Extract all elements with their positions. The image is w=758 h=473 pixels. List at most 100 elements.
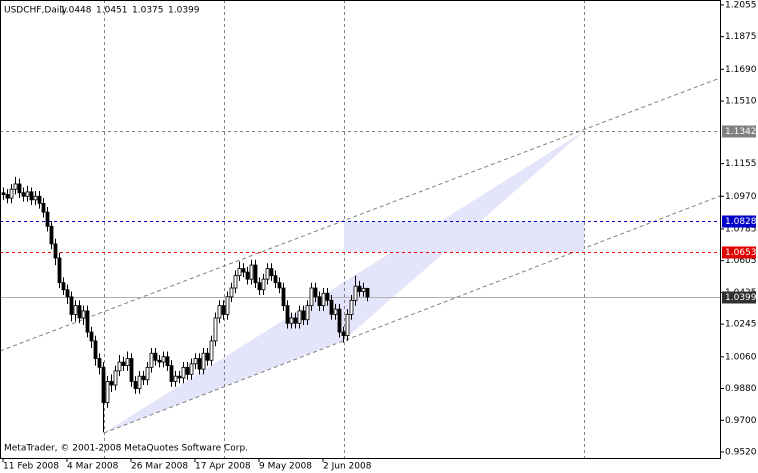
candle-body [29, 191, 34, 201]
candle-body [105, 381, 110, 404]
candle-body [217, 305, 222, 319]
y-tick-label: 1.1510 [725, 97, 757, 107]
candle-body [329, 299, 334, 315]
y-tick-label: 1.0060 [725, 352, 757, 362]
candle-body [317, 296, 322, 307]
candle-body [109, 381, 114, 386]
candle-body [25, 191, 30, 197]
candle-body [153, 352, 158, 361]
y-tick-label: 1.0970 [725, 192, 757, 202]
candle-body [141, 375, 146, 381]
candle-body [157, 359, 162, 363]
candle-body [257, 282, 262, 291]
candle-body [173, 375, 178, 382]
candle-body [69, 296, 74, 315]
chart-title: USDCHF,Daily [4, 6, 68, 16]
header-low: 1.0375 [132, 6, 164, 16]
candles [1, 176, 370, 433]
x-tick-label: 26 Mar 2008 [131, 462, 188, 472]
candle-body [221, 305, 226, 315]
candle-body [41, 202, 46, 213]
candle-body [65, 289, 70, 298]
candle-body [193, 358, 198, 365]
candle-body [1, 192, 6, 195]
x-tick-label: 9 May 2008 [259, 462, 312, 472]
y-tick-label: 1.0785 [725, 224, 757, 234]
y-tick-label: 1.2055 [725, 0, 757, 10]
level-label: 1.0828 [725, 217, 757, 227]
candle-body [149, 352, 154, 368]
y-tick-label: 0.9520 [725, 448, 757, 458]
channel-lines [0, 77, 721, 434]
candle-body [365, 287, 370, 298]
x-tick-label: 11 Feb 2008 [3, 462, 59, 472]
candle-body [165, 356, 170, 366]
candle-body [5, 194, 10, 199]
candle-body [9, 188, 14, 199]
candle-body [73, 305, 78, 315]
candle-body [117, 361, 122, 372]
candle-body [93, 340, 98, 359]
lower-channel [103, 195, 721, 434]
zone-rect [344, 221, 584, 253]
candle-body [13, 183, 18, 190]
candle-body [297, 310, 302, 324]
y-tick-label: 1.1155 [725, 159, 757, 169]
level-label: 1.0653 [725, 248, 757, 258]
candle-body [137, 375, 142, 389]
candle-body [145, 366, 150, 381]
copyright: MetaTrader, © 2001-2008 MetaQuotes Softw… [4, 444, 248, 454]
candle-body [293, 317, 298, 324]
level-label-box [722, 125, 756, 138]
candle-body [233, 275, 238, 289]
x-tick-label: 2 Jun 2008 [323, 462, 372, 472]
candle-body [357, 285, 362, 292]
levels [0, 131, 720, 298]
candle-body [333, 308, 338, 315]
candle-body [241, 268, 246, 273]
candle-body [337, 308, 342, 333]
candle-body [273, 275, 278, 284]
level-label-box [722, 215, 756, 228]
candle-body [37, 195, 42, 204]
candle-body [321, 292, 326, 307]
candle-body [53, 243, 58, 259]
candle-body [345, 314, 350, 337]
y-tick-label: 0.9880 [725, 384, 757, 394]
candle-body [301, 310, 306, 321]
candle-body [177, 375, 182, 379]
candle-body [309, 287, 314, 307]
x-tick-label: 17 Apr 2008 [195, 462, 251, 472]
candle-body [101, 366, 106, 404]
candle-body [197, 358, 202, 370]
candle-body [89, 331, 94, 342]
candle-body [121, 361, 126, 366]
header-open: 1.0448 [60, 6, 92, 16]
upper-channel [0, 77, 721, 352]
candle-body [289, 317, 294, 324]
y-tick-label: 0.9700 [725, 416, 757, 426]
candle-body [97, 358, 102, 368]
level-label-box [722, 246, 756, 259]
header-high: 1.0451 [96, 6, 128, 16]
candle-body [213, 317, 218, 342]
y-tick-label: 1.0605 [725, 256, 757, 266]
candle-body [313, 287, 318, 298]
level-label: 1.1342 [725, 127, 757, 137]
candle-body [205, 352, 210, 361]
candle-body [269, 268, 274, 277]
candle-body [129, 358, 134, 382]
candle-body [281, 287, 286, 307]
candle-body [81, 310, 86, 319]
candle-body [305, 305, 310, 321]
y-tick-label: 1.1690 [725, 65, 757, 75]
candle-body [361, 287, 366, 292]
y-tick-label: 1.1875 [725, 32, 757, 42]
candle-body [209, 340, 214, 361]
candle-body [265, 268, 270, 280]
candle-body [237, 268, 242, 277]
candle-body [57, 257, 62, 284]
candle-body [45, 211, 50, 227]
candle-body [17, 183, 22, 194]
